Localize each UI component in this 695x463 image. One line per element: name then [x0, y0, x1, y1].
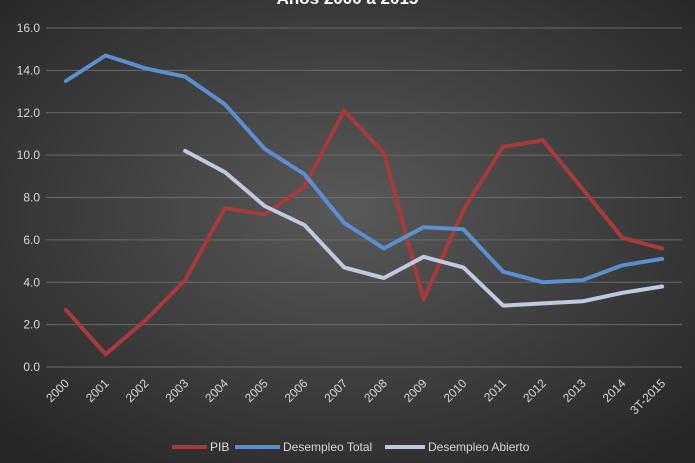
legend-label-2: Desempleo Abierto [428, 440, 530, 454]
legend-label-1: Desempleo Total [283, 440, 372, 454]
y-tick-label: 4.0 [23, 275, 40, 289]
y-tick-label: 12.0 [17, 106, 41, 120]
y-tick-label: 2.0 [23, 318, 40, 332]
chart-title: Años 2000 a 2015 [0, 0, 695, 9]
series-line-0 [63, 108, 665, 357]
y-tick-label: 10.0 [17, 148, 41, 162]
series-line-2 [183, 148, 665, 308]
y-tick-label: 0.0 [23, 360, 40, 374]
y-tick-label: 16.0 [17, 21, 41, 35]
y-tick-label: 6.0 [23, 233, 40, 247]
y-tick-label: 14.0 [17, 63, 41, 77]
legend-label-0: PIB [210, 440, 229, 454]
y-tick-label: 8.0 [23, 191, 40, 205]
series-line-1 [63, 53, 665, 285]
